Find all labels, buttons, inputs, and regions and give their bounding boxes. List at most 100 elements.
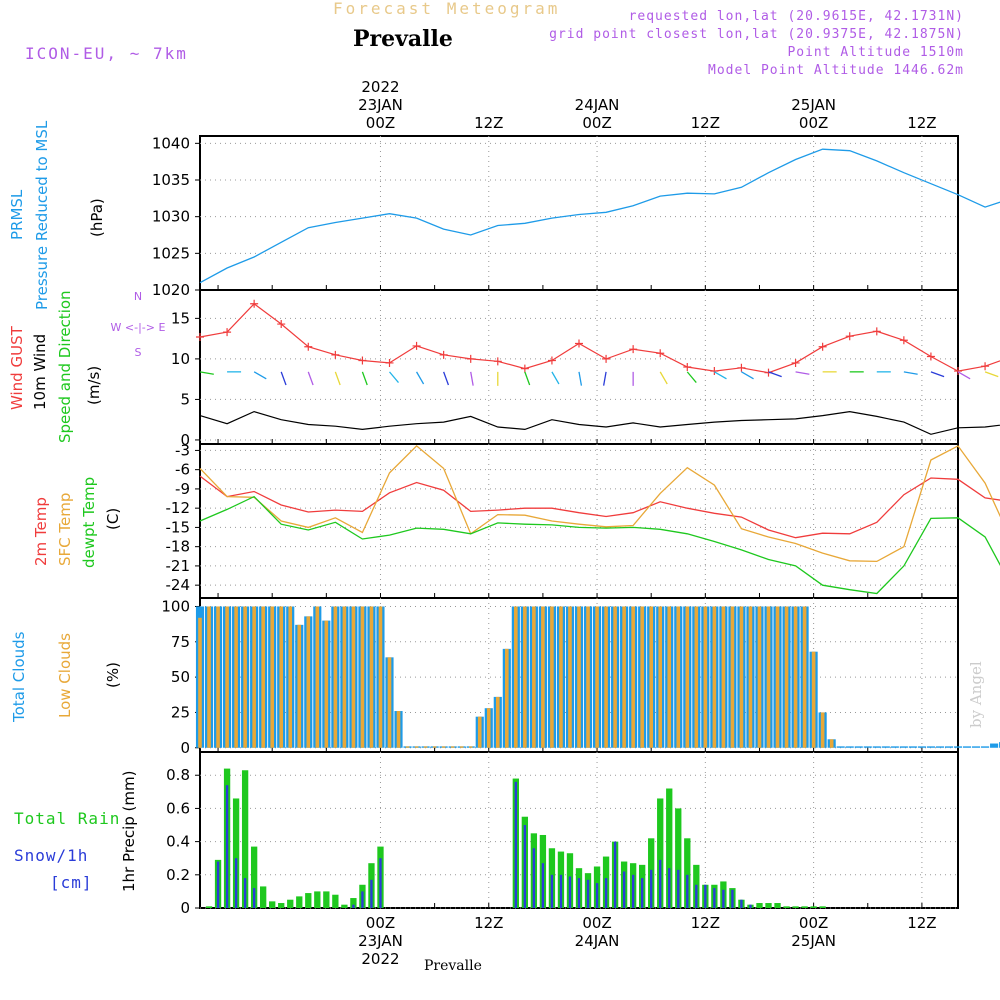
snow-bar: [604, 878, 608, 908]
snow-bar: [550, 874, 554, 908]
model-altitude: Model Point Altitude 1446.62m: [708, 63, 964, 78]
low-cloud-bar: [288, 606, 293, 748]
y-tick-label: 75: [171, 633, 190, 651]
total-cloud-bar: [908, 746, 917, 748]
rain-bar: [666, 788, 673, 908]
total-cloud-bar: [971, 746, 981, 748]
rain-bar: [774, 903, 781, 908]
rain-bar: [241, 770, 249, 908]
low-cloud-bar: [793, 606, 798, 748]
y-tick-label: -18: [166, 538, 191, 556]
gust-marker: [331, 350, 340, 359]
low-cloud-bar: [694, 606, 699, 748]
low-cloud-bar: [784, 606, 789, 748]
low-cloud-bar: [568, 606, 572, 748]
snow-bar: [361, 891, 364, 908]
bottom-hour-label: 12Z: [907, 914, 936, 932]
bottom-date-label: 25JAN: [791, 932, 836, 950]
low-cloud-bar: [604, 606, 608, 748]
total-cloud-bar: [953, 746, 963, 748]
low-cloud-bar: [270, 606, 274, 748]
low-cloud-bar: [396, 711, 401, 748]
low-cloud-bar: [523, 606, 527, 748]
y-tick-label: -12: [166, 499, 191, 517]
snow-unit-label: [cm]: [50, 873, 93, 892]
low-cloud-bar: [351, 606, 356, 748]
snow-label: Snow/1h: [14, 846, 89, 865]
low-cloud-bar: [631, 606, 635, 748]
gust-marker: [223, 328, 232, 337]
wind-arrow: [578, 371, 583, 386]
y-tick-label: 0.2: [166, 866, 190, 884]
low-cloud-bar: [495, 696, 500, 748]
y-tick-label: 10: [171, 350, 190, 368]
top-hour-label: 00Z: [582, 114, 611, 132]
low-cloud-bar: [477, 716, 482, 748]
grid-point-coords: grid point closest lon,lat (20.9375E, 42…: [549, 27, 964, 42]
snow-bar: [577, 878, 581, 908]
rain-bar: [819, 906, 826, 908]
wind-arrow: [984, 371, 999, 378]
bottom-hour-label: 00Z: [799, 914, 828, 932]
gust-marker: [845, 332, 854, 341]
rain-bar: [810, 906, 817, 908]
y-tick-label: 1035: [152, 171, 190, 189]
low-cloud-bar: [640, 606, 644, 748]
gust-marker: [629, 345, 638, 354]
gust-marker: [304, 342, 313, 351]
snow-bar: [650, 869, 653, 908]
snow-bar: [559, 874, 563, 908]
gust-marker: [710, 367, 719, 376]
low-cloud-bar: [225, 606, 229, 748]
low-cloud-bar: [829, 739, 834, 748]
low-cloud-bar: [279, 606, 284, 748]
rain-label: Total Rain: [14, 809, 121, 828]
low-cloud-bar: [297, 624, 302, 748]
low-cloud-bar: [459, 746, 464, 748]
y-tick-label: 15: [171, 309, 190, 327]
snow-bar: [225, 785, 229, 908]
low-cloud-bar: [739, 606, 744, 748]
snow-bar: [622, 871, 626, 908]
snow-bar: [595, 883, 599, 908]
low-cloud-bar: [306, 616, 311, 748]
dewpt-line: [199, 495, 1000, 595]
rain-bar: [675, 808, 682, 908]
low-cloud-bar: [748, 606, 753, 748]
snow-bar: [713, 888, 716, 908]
rain-bar: [332, 894, 339, 908]
panel-frame: [199, 289, 959, 445]
snow-bar: [677, 869, 680, 908]
rain-bar: [278, 903, 285, 908]
y-tick-label: 0: [180, 899, 190, 917]
low-cloud-bar: [532, 606, 536, 748]
wind-arrow: [659, 371, 668, 385]
compass-east-west: W <-|-> E: [111, 321, 166, 334]
low-cloud-bar: [595, 606, 599, 748]
low-cloud-bar: [450, 746, 455, 748]
wind-arrow: [768, 371, 782, 378]
top-year-label: 2022: [361, 78, 399, 96]
low-cloud-bar: [721, 606, 726, 748]
gust-line: [199, 303, 1000, 374]
total-cloud-bar: [926, 746, 935, 748]
total-cloud-bar: [836, 746, 845, 748]
snow-bar: [740, 899, 743, 908]
rain-bar: [684, 838, 691, 908]
rain-bar: [756, 903, 763, 908]
wind-arrow: [714, 371, 727, 380]
snow-bar: [659, 859, 662, 908]
snow-bar: [234, 858, 238, 908]
rain-bar: [792, 906, 799, 908]
y-tick-label: 0: [180, 739, 190, 757]
low-cloud-bar: [243, 606, 247, 748]
gust-marker: [250, 299, 259, 308]
top-date-label: 24JAN: [575, 96, 620, 114]
gust-marker: [602, 354, 611, 363]
low-cloud-bar: [820, 712, 825, 748]
wind-arrow: [253, 371, 267, 380]
y-tick-label: -24: [166, 576, 191, 594]
snow-bar: [631, 874, 635, 908]
wind-arrow: [389, 371, 399, 384]
